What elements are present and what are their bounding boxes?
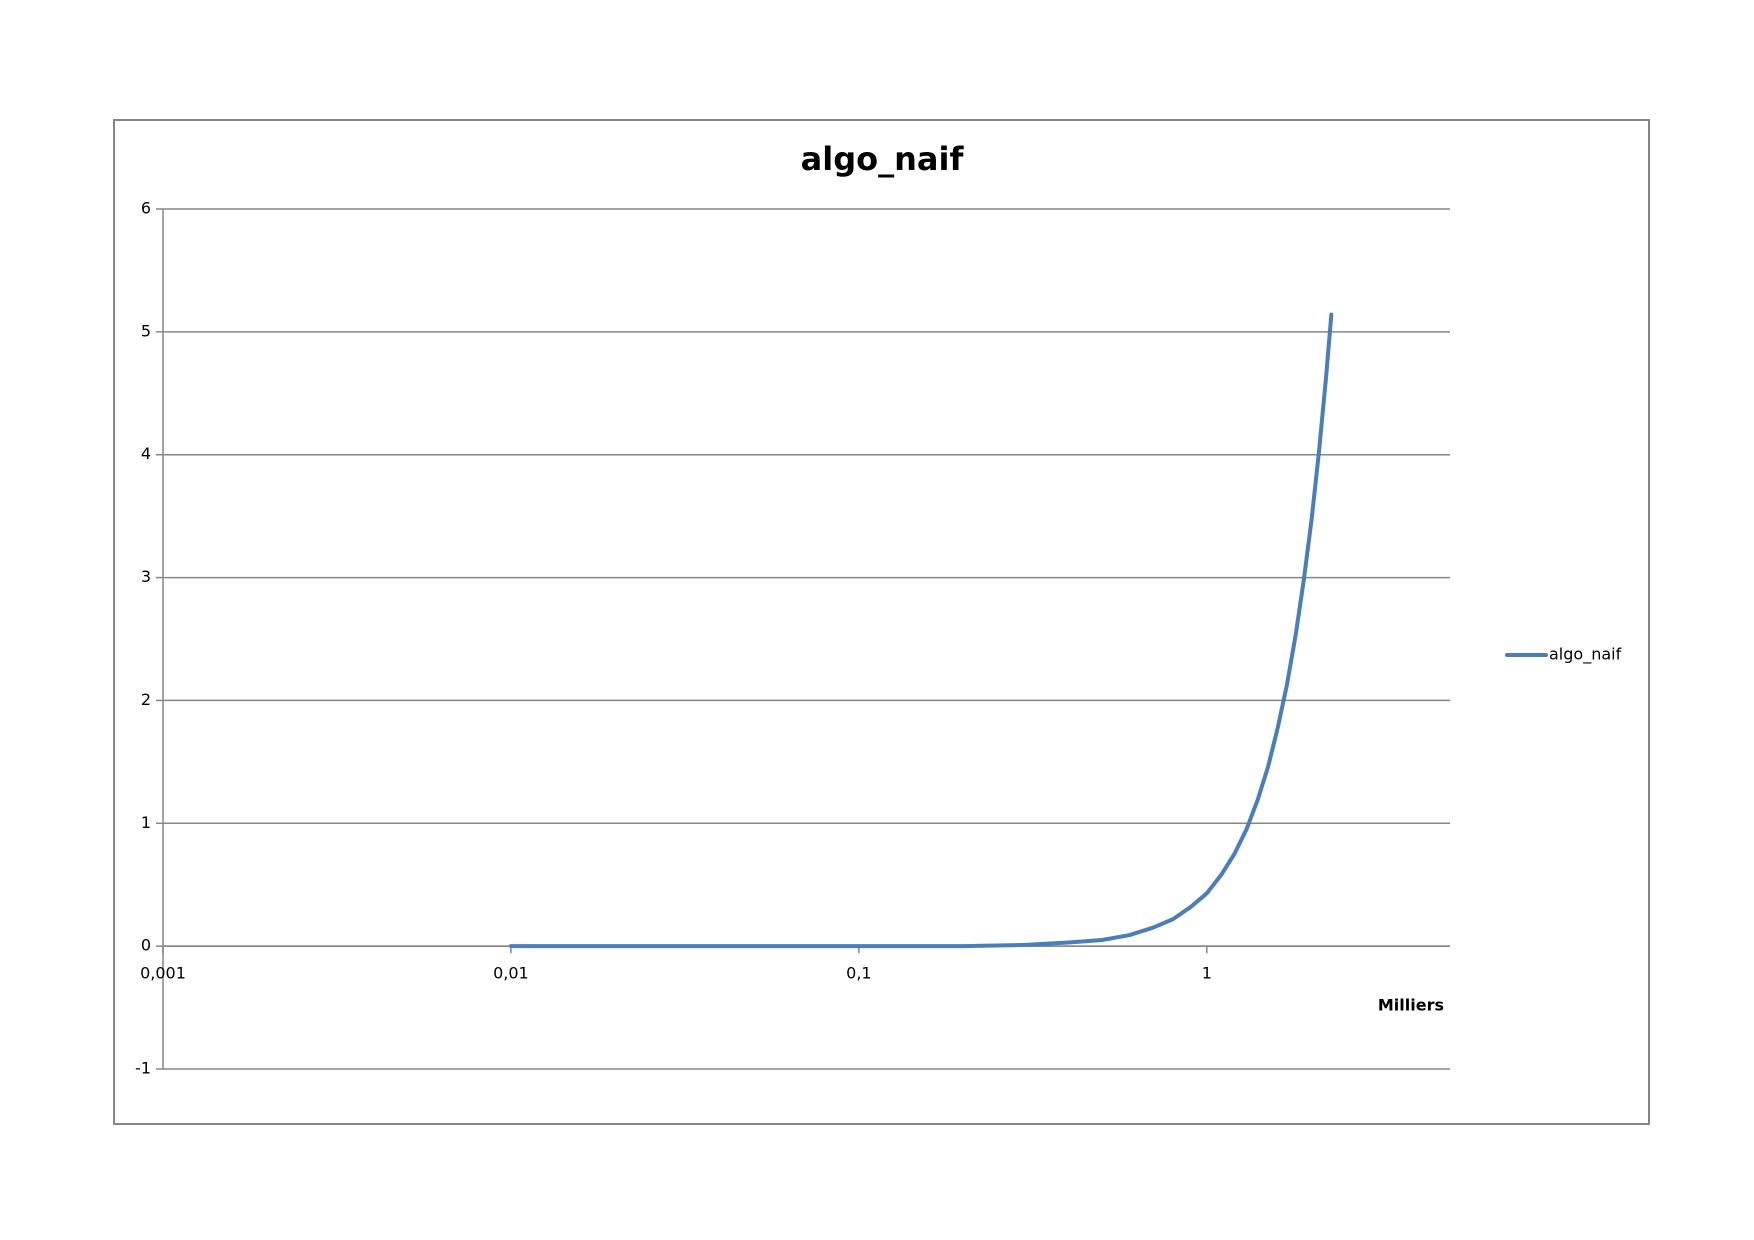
y-tick-label: 5 xyxy=(141,321,151,340)
data-line xyxy=(508,312,1334,949)
y-tick-label: 2 xyxy=(141,690,151,709)
y-tick-label: 1 xyxy=(141,813,151,832)
y-tick-label: 3 xyxy=(141,567,151,586)
y-tick-label: -1 xyxy=(135,1059,151,1078)
x-tick-label: 1 xyxy=(1202,964,1212,983)
chart-frame xyxy=(113,119,1650,1125)
x-axis-label: Milliers xyxy=(1378,996,1444,1015)
chart-title: algo_naif xyxy=(801,140,965,178)
x-tick-label: 0,01 xyxy=(493,964,529,983)
y-tick-label: 6 xyxy=(141,199,151,218)
legend-label: algo_naif xyxy=(1549,645,1622,665)
x-tick-label: 0,001 xyxy=(140,964,186,983)
y-tick-label: 4 xyxy=(141,444,151,463)
x-tick-label: 0,1 xyxy=(846,964,871,983)
y-tick-label: 0 xyxy=(141,936,151,955)
